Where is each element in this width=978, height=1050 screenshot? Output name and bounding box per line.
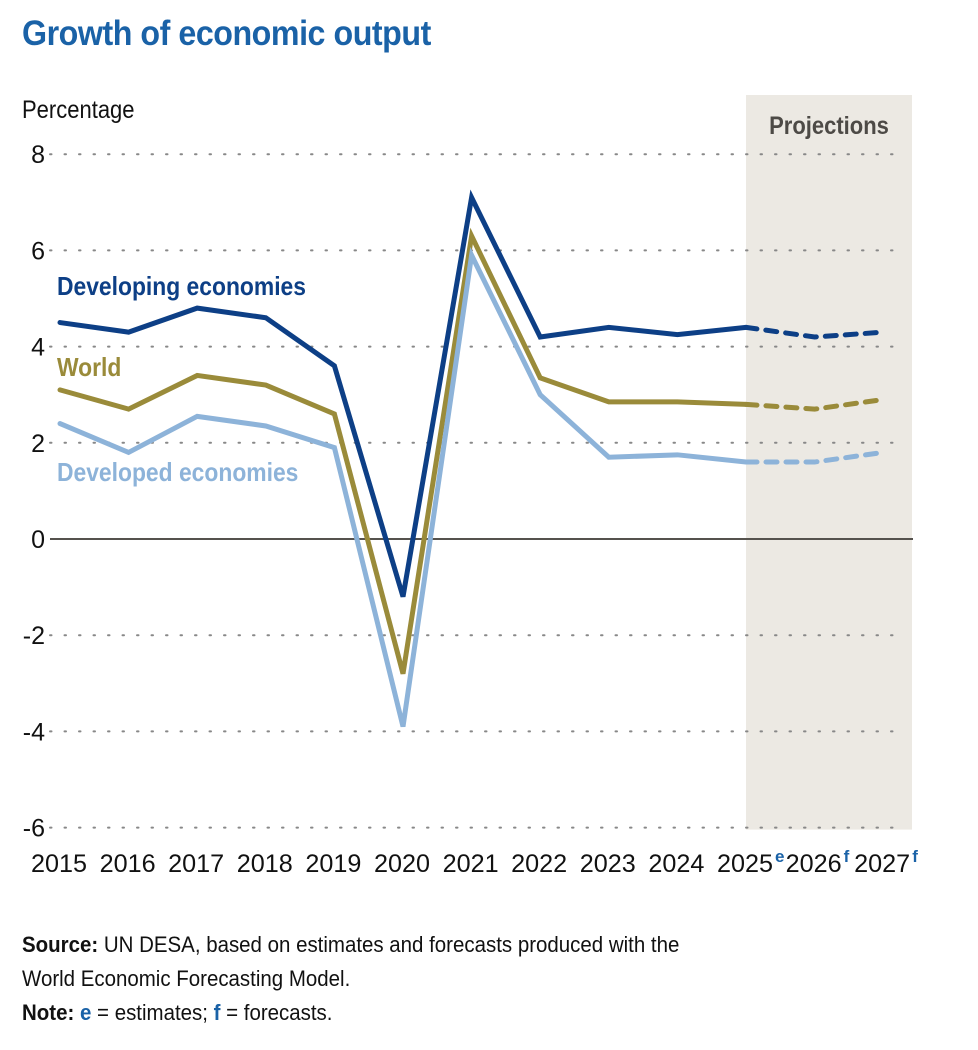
x-tick-label: 2023	[580, 850, 636, 878]
note-label: Note:	[22, 1000, 75, 1025]
note-f-text: = forecasts.	[220, 1000, 333, 1025]
x-tick-label: 2025	[717, 850, 773, 878]
line-chart: Projections 8 6 4 2 0 -2 -4 -6 2015 2016 2017 2018 20…	[23, 95, 918, 878]
y-tick-label: 4	[31, 334, 45, 362]
series-label-halo: Developing economies	[57, 273, 306, 302]
x-tick-label: 2017	[168, 850, 224, 878]
x-tick-superscript: f	[912, 847, 918, 866]
series-label: Developing economies	[57, 273, 306, 302]
source-note: Source: UN DESA, based on estimates and …	[22, 928, 679, 962]
series-projection-world	[743, 397, 886, 412]
note-f-symbol: f	[213, 1000, 221, 1025]
projection-band-label: Projections	[769, 112, 889, 140]
series-projection-developing-economies	[743, 324, 886, 340]
x-tick-label: 2026	[786, 850, 842, 878]
x-tick-label: 2015	[31, 850, 87, 878]
series-label: World	[57, 354, 121, 383]
y-axis-label: Percentage	[22, 96, 135, 124]
x-tick-label: 2021	[443, 850, 499, 878]
x-tick-label: 2022	[511, 850, 567, 878]
x-tick-label: 2018	[237, 850, 293, 878]
y-tick-label: 2	[31, 430, 45, 458]
source-text: UN DESA, based on estimates and forecast…	[98, 932, 680, 957]
x-tick-label: 2024	[648, 850, 704, 878]
chart-title: Growth of economic output	[22, 14, 431, 53]
y-tick-label: -2	[23, 622, 45, 650]
source-note-line2: World Economic Forecasting Model.	[22, 962, 350, 996]
y-tick-label: 0	[31, 526, 45, 554]
y-tick-label: -6	[23, 815, 45, 843]
x-tick-label: 2020	[374, 850, 430, 878]
series-label-halo: Developed economies	[57, 459, 298, 488]
source-label: Source:	[22, 932, 99, 957]
y-tick-label: -4	[23, 718, 45, 746]
y-tick-label: 6	[31, 237, 45, 265]
source-text-line2: World Economic Forecasting Model.	[22, 966, 351, 991]
series-projection-developed-economies	[743, 449, 886, 465]
series-label-halo: World	[57, 354, 121, 383]
series-line-developing-economies	[57, 189, 749, 598]
y-tick-label: 8	[31, 141, 45, 169]
note-e-text: = estimates;	[91, 1000, 214, 1025]
series-label: Developed economies	[57, 459, 298, 488]
x-tick-label: 2019	[305, 850, 361, 878]
x-tick-label: 2027	[854, 850, 910, 878]
x-tick-superscript: f	[844, 847, 850, 866]
x-tick-superscript: e	[775, 847, 784, 866]
note-e-symbol: e	[79, 1000, 92, 1025]
x-tick-label: 2016	[100, 850, 156, 878]
series-line-world	[57, 227, 749, 675]
series-line-developed-economies	[57, 246, 749, 728]
legend-note: Note: e = estimates; f = forecasts.	[22, 996, 332, 1030]
